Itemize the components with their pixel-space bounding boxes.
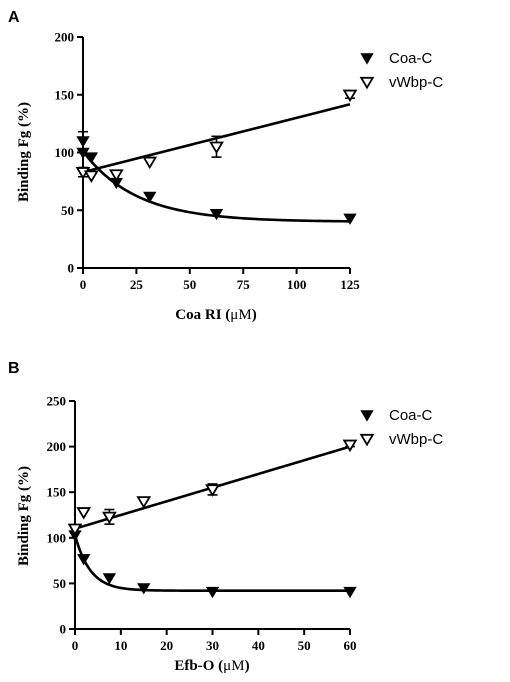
panel-label: A bbox=[8, 9, 20, 26]
data-point-open bbox=[136, 496, 152, 509]
legend-marker-filled bbox=[360, 53, 374, 65]
x-tick-label: 30 bbox=[206, 638, 219, 653]
panel-a: A 0 50 100 150 200 0 25 50 75 100 125 Binding Fg (%)… bbox=[8, 9, 443, 323]
data-point-open bbox=[83, 170, 99, 183]
panel-label: B bbox=[8, 360, 20, 377]
x-tick-label: 25 bbox=[130, 277, 144, 292]
data-point-filled bbox=[84, 152, 99, 164]
data-point-filled bbox=[102, 573, 117, 585]
legend-label: Coa-C bbox=[389, 50, 433, 67]
legend-label: Coa-C bbox=[389, 407, 433, 424]
y-axis-title: Binding Fg (%) bbox=[16, 102, 32, 202]
x-tick-label: 0 bbox=[80, 277, 87, 292]
data-point-open bbox=[76, 507, 92, 520]
data-point-open bbox=[342, 89, 358, 103]
legend-label: vWbp-C bbox=[389, 431, 443, 448]
data-point-open bbox=[67, 523, 83, 537]
legend-label: vWbp-C bbox=[389, 74, 443, 91]
data-point-open bbox=[342, 439, 358, 453]
data-point-open bbox=[101, 511, 117, 525]
x-tick-label: 40 bbox=[252, 638, 265, 653]
data-point-open bbox=[205, 484, 220, 497]
data-point-filled bbox=[143, 191, 157, 203]
data-point-open bbox=[108, 169, 124, 182]
data-point-filled bbox=[205, 586, 220, 599]
x-axis-title-end: ) bbox=[252, 307, 257, 323]
panel-b: B 0 50 100 150 200 250 0 10 20 30 40 50 60 Binding Fg … bbox=[8, 360, 443, 674]
data-point-filled bbox=[77, 554, 91, 566]
y-tick-label: 100 bbox=[47, 530, 67, 545]
x-axis-title-unit: μM bbox=[223, 658, 244, 674]
y-tick-label: 0 bbox=[60, 622, 67, 637]
data-point-open bbox=[209, 141, 224, 155]
x-tick-label: 125 bbox=[340, 277, 360, 292]
y-tick-label: 250 bbox=[47, 394, 67, 409]
x-tick-label: 0 bbox=[72, 638, 79, 653]
legend-marker-open bbox=[359, 433, 375, 447]
x-tick-label: 10 bbox=[114, 638, 127, 653]
fit-curve bbox=[73, 534, 350, 592]
data-point-filled bbox=[343, 586, 357, 599]
y-tick-label: 150 bbox=[55, 87, 75, 102]
data-point-filled bbox=[209, 209, 224, 221]
y-tick-label: 50 bbox=[53, 576, 66, 591]
x-tick-label: 50 bbox=[183, 277, 196, 292]
x-axis-title-text: Efb-O ( bbox=[174, 658, 223, 674]
data-point-filled bbox=[76, 136, 90, 148]
x-axis-title: Coa RI (μM) bbox=[175, 307, 256, 323]
x-tick-label: 60 bbox=[344, 638, 357, 653]
x-axis-title-end: ) bbox=[245, 658, 250, 674]
y-tick-label: 0 bbox=[68, 261, 75, 276]
x-tick-label: 75 bbox=[237, 277, 251, 292]
data-point-filled bbox=[137, 583, 151, 595]
data-point-filled bbox=[343, 213, 357, 225]
y-tick-label: 200 bbox=[47, 439, 67, 454]
y-tick-label: 100 bbox=[55, 145, 75, 160]
x-tick-label: 20 bbox=[160, 638, 173, 653]
legend-marker-filled bbox=[360, 410, 374, 422]
x-tick-label: 50 bbox=[298, 638, 311, 653]
x-axis-title-unit: μM bbox=[230, 307, 251, 323]
x-tick-label: 100 bbox=[287, 277, 307, 292]
y-tick-label: 200 bbox=[55, 30, 75, 45]
x-axis-title: Efb-O (μM) bbox=[174, 658, 249, 674]
y-axis-title: Binding Fg (%) bbox=[16, 466, 32, 566]
y-tick-label: 50 bbox=[61, 203, 74, 218]
legend-marker-open bbox=[359, 76, 375, 90]
x-axis-title-text: Coa RI ( bbox=[175, 307, 230, 323]
data-point-open bbox=[142, 156, 158, 170]
y-tick-label: 150 bbox=[47, 485, 67, 500]
